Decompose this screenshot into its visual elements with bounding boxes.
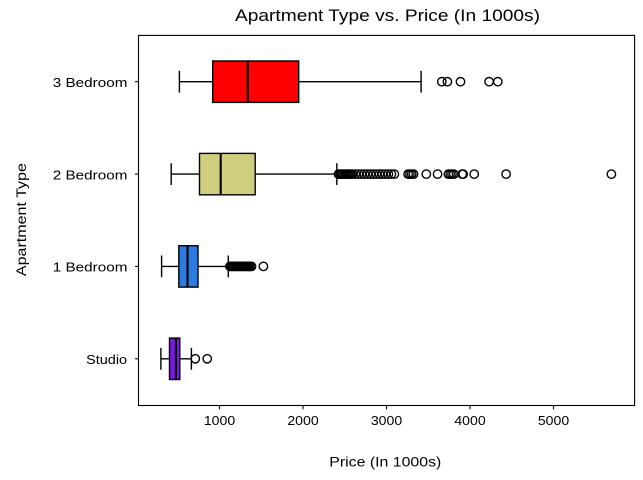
svg-text:Apartment Type vs. Price (In 1: Apartment Type vs. Price (In 1000s): [235, 6, 540, 25]
svg-text:3000: 3000: [371, 413, 402, 428]
svg-text:2 Bedroom: 2 Bedroom: [53, 167, 128, 182]
svg-text:Price (In 1000s): Price (In 1000s): [329, 453, 441, 469]
svg-text:Apartment Type: Apartment Type: [13, 163, 29, 276]
svg-text:3 Bedroom: 3 Bedroom: [53, 75, 128, 90]
svg-text:2000: 2000: [287, 413, 318, 428]
svg-text:4000: 4000: [454, 413, 485, 428]
svg-text:5000: 5000: [538, 413, 569, 428]
svg-text:1 Bedroom: 1 Bedroom: [53, 260, 128, 275]
svg-text:1000: 1000: [204, 413, 235, 428]
svg-text:Studio: Studio: [86, 352, 127, 367]
